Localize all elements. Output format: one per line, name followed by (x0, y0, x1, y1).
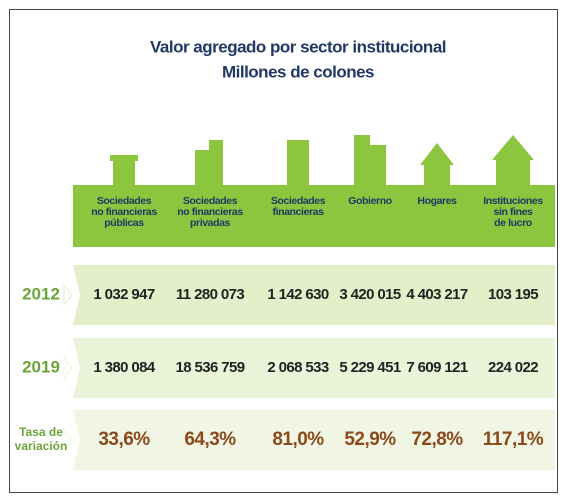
cell: 3 420 015 (339, 286, 401, 303)
cell: 5 229 451 (339, 359, 401, 376)
cell: 117,1% (483, 429, 544, 450)
column-header: Sociedades (97, 195, 152, 207)
row-label: 2012 (22, 284, 60, 303)
cell: 224 022 (488, 359, 538, 376)
cell: 7 609 121 (406, 359, 468, 376)
subtitle: Millones de colones (222, 62, 374, 81)
row-label: 2019 (22, 357, 60, 376)
column-header: privadas (190, 217, 231, 229)
title: Valor agregado por sector institucional (150, 37, 446, 56)
column-header: sin fines (494, 206, 534, 218)
column-header: Instituciones (483, 195, 543, 207)
cell: 72,8% (411, 429, 463, 450)
cell: 64,3% (184, 429, 236, 450)
cell: 1 380 084 (93, 359, 156, 376)
cell: 52,9% (344, 429, 396, 450)
column-header: públicas (104, 217, 144, 229)
cell: 33,6% (98, 429, 150, 450)
column-header: Hogares (417, 195, 457, 207)
cell: 1 142 630 (267, 286, 329, 303)
icons (110, 135, 534, 185)
column-header: de lucro (494, 217, 532, 229)
row-arrow (63, 356, 73, 380)
column-header: Sociedades (183, 195, 238, 207)
cell: 2 068 533 (267, 359, 329, 376)
row-label: variación (15, 439, 68, 453)
cell: 81,0% (272, 429, 324, 450)
cell: 4 403 217 (406, 286, 468, 303)
row-band (73, 338, 555, 398)
cell: 18 536 759 (175, 359, 244, 376)
row-band (73, 265, 555, 325)
row-band (73, 410, 555, 470)
cell: 1 032 947 (93, 286, 155, 303)
column-header: financieras (272, 206, 324, 218)
column-header: no financieras (177, 206, 243, 218)
column-header: Sociedades (271, 195, 326, 207)
header-band (73, 185, 555, 247)
row-arrow (63, 283, 73, 307)
column-header: Gobierno (348, 195, 391, 207)
cell: 103 195 (488, 286, 538, 303)
row-arrow (63, 428, 73, 452)
column-header: no financieras (91, 206, 157, 218)
cell: 11 280 073 (176, 286, 245, 303)
row-label: Tasa de (19, 425, 63, 439)
